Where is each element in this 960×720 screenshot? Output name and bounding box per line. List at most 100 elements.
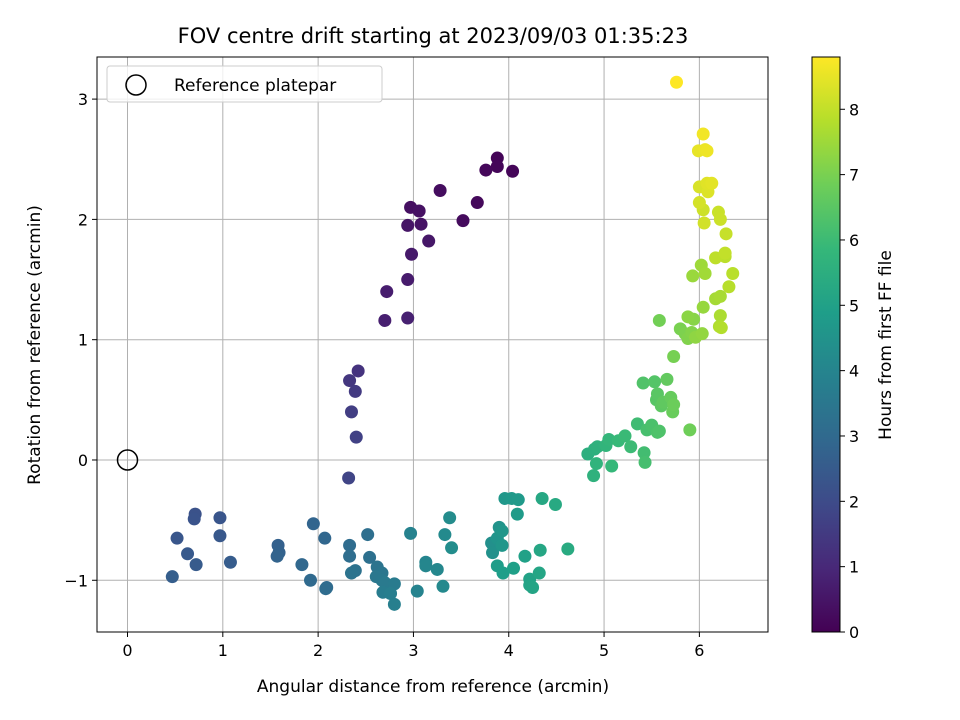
colorbar-tick-label: 8 [849, 100, 859, 119]
data-point [692, 196, 706, 210]
y-tick-label: 1 [78, 331, 88, 350]
grid [97, 57, 768, 632]
data-point [363, 550, 377, 564]
data-point [605, 459, 619, 473]
data-point [351, 364, 365, 378]
data-point [295, 558, 309, 572]
data-point [602, 433, 616, 447]
data-point [713, 212, 727, 226]
data-point [511, 493, 525, 507]
data-point [436, 579, 450, 593]
data-point [318, 531, 332, 545]
data-point [698, 267, 712, 281]
plot-background [97, 57, 768, 632]
plot-area [96, 56, 769, 633]
data-point [445, 541, 459, 555]
data-point [422, 234, 436, 248]
y-axis-ticks: −1 0 1 2 3 [64, 90, 97, 590]
data-point [384, 587, 398, 601]
data-point [438, 528, 452, 542]
data-point [456, 214, 470, 228]
x-tick-label: 1 [218, 641, 228, 660]
data-point [410, 584, 424, 598]
colorbar-ticks: 0 1 2 3 4 5 6 7 8 [840, 100, 859, 642]
x-axis-ticks: 0 1 2 3 4 5 6 [122, 632, 704, 660]
data-point [361, 528, 375, 542]
x-axis-label: Angular distance from reference (arcmin) [257, 677, 609, 697]
x-tick-label: 0 [122, 641, 132, 660]
data-point [306, 517, 320, 531]
colorbar-tick-label: 2 [849, 492, 859, 511]
colorbar-tick-label: 1 [849, 558, 859, 577]
data-point [342, 471, 356, 485]
colorbar-tick-label: 3 [849, 427, 859, 446]
data-point [486, 546, 500, 560]
data-points [165, 75, 740, 611]
data-point [587, 469, 601, 483]
data-point [683, 423, 697, 437]
data-point [401, 218, 415, 232]
data-point [718, 246, 732, 260]
y-tick-label: 2 [78, 210, 88, 229]
plot-frame [96, 56, 769, 633]
colorbar-gradient [812, 57, 840, 632]
data-point [696, 127, 710, 141]
x-tick-label: 2 [313, 641, 323, 660]
data-point [343, 549, 357, 563]
data-point [495, 524, 509, 538]
data-point [430, 562, 444, 576]
data-point [670, 75, 683, 89]
data-point [589, 457, 603, 471]
colorbar-tick-label: 7 [849, 166, 859, 185]
data-point [344, 566, 358, 580]
data-point [404, 526, 418, 540]
data-point [343, 538, 357, 552]
data-point [548, 497, 562, 511]
data-point [170, 531, 184, 545]
y-tick-label: −1 [64, 571, 88, 590]
data-point [270, 549, 284, 563]
data-point [470, 196, 484, 210]
y-tick-label: 0 [78, 451, 88, 470]
data-point [223, 555, 237, 569]
data-point [696, 300, 710, 314]
data-point [507, 561, 521, 575]
data-point [667, 398, 681, 412]
reference-platepar-marker [116, 449, 139, 471]
data-point [533, 543, 547, 557]
data-point [443, 511, 457, 525]
colorbar-frame [811, 56, 841, 633]
legend-marker [125, 74, 147, 96]
colorbar-tick-label: 4 [849, 362, 859, 381]
data-point [714, 321, 728, 335]
data-point [496, 566, 510, 580]
data-point [630, 417, 644, 431]
legend-box [106, 65, 383, 103]
data-point [506, 164, 520, 178]
data-point [726, 267, 740, 281]
data-point [401, 311, 415, 325]
data-point [705, 176, 719, 190]
colorbar: 0 1 2 3 4 5 6 7 8 Hours from first FF file [811, 56, 896, 642]
legend: Reference platepar [106, 65, 383, 103]
data-point [695, 327, 709, 341]
x-tick-label: 3 [408, 641, 418, 660]
data-point [660, 372, 674, 386]
data-point [348, 384, 362, 398]
data-point [697, 216, 711, 230]
data-point [412, 204, 426, 218]
data-point [700, 144, 714, 158]
data-point [419, 559, 433, 573]
data-point [652, 424, 666, 438]
chart-title: FOV centre drift starting at 2023/09/03 … [178, 24, 689, 48]
data-point [387, 597, 401, 611]
data-point [414, 217, 428, 231]
data-point [304, 573, 317, 587]
data-point [618, 429, 632, 443]
data-point [479, 163, 493, 177]
x-tick-label: 5 [599, 641, 609, 660]
data-point [165, 570, 179, 584]
data-point [636, 376, 650, 390]
data-point [495, 538, 509, 552]
colorbar-tick-label: 0 [849, 623, 859, 642]
